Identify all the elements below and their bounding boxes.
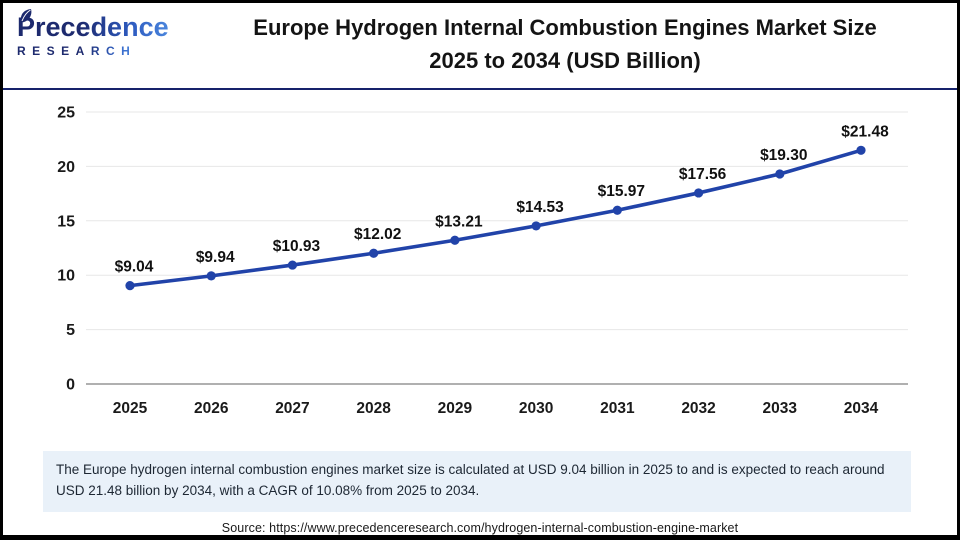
data-point-label: $19.30 — [760, 147, 807, 164]
logo-wordmark: Precedence — [17, 12, 169, 42]
data-point — [693, 188, 704, 198]
source-line: Source: https://www.precedenceresearch.c… — [221, 520, 739, 535]
y-tick-label: 25 — [57, 105, 75, 122]
y-tick-label: 20 — [57, 159, 75, 176]
data-point — [531, 221, 541, 231]
data-point-label: $13.21 — [435, 213, 483, 230]
data-point-label: $9.04 — [115, 259, 154, 276]
title-line-2: 2025 to 2034 (USD Billion) — [429, 48, 701, 73]
data-point-label: $9.94 — [196, 249, 235, 266]
data-point-label: $21.48 — [841, 123, 889, 140]
data-point-label: $15.97 — [598, 183, 645, 200]
x-tick-label: 2025 — [113, 400, 148, 417]
logo-subtitle: RESEARCH — [17, 44, 137, 58]
y-tick-label: 10 — [57, 268, 75, 285]
x-tick-label: 2026 — [194, 400, 229, 417]
data-point — [369, 248, 379, 258]
header: Precedence RESEARCH Europe Hydrogen Inte… — [3, 3, 957, 90]
series-line — [128, 148, 863, 288]
data-point — [856, 145, 866, 155]
page-title: Europe Hydrogen Internal Combustion Engi… — [188, 11, 942, 77]
summary-box: The Europe hydrogen internal combustion … — [43, 451, 911, 512]
x-tick-label: 2034 — [844, 400, 879, 417]
x-tick-label: 2030 — [519, 400, 553, 417]
data-point-label: $10.93 — [273, 238, 321, 255]
data-point-label: $17.56 — [679, 166, 727, 183]
y-tick-label: 0 — [66, 377, 75, 394]
data-point — [612, 205, 622, 215]
summary-text: The Europe hydrogen internal combustion … — [56, 462, 885, 498]
data-point — [287, 260, 298, 270]
precedence-logo: Precedence RESEARCH — [17, 9, 187, 60]
title-line-1: Europe Hydrogen Internal Combustion Engi… — [253, 15, 877, 40]
x-tick-label: 2028 — [356, 400, 391, 417]
x-tick-label: 2027 — [275, 400, 309, 417]
y-tick-label: 15 — [57, 213, 75, 230]
x-tick-label: 2032 — [681, 400, 715, 417]
line-chart: 0510152025$9.042025$9.942026$10.932027$1… — [57, 105, 908, 417]
x-tick-label: 2029 — [438, 400, 473, 417]
leaf-icon — [20, 9, 32, 23]
data-point — [450, 235, 460, 245]
x-tick-label: 2033 — [763, 400, 798, 417]
data-point — [125, 281, 135, 291]
data-point — [206, 271, 216, 281]
chart-area: 0 5 10 15 20 25 $9.04 2025 $9.94 2026 $10.93 2027 $1… — [3, 90, 957, 447]
data-point — [775, 169, 785, 179]
data-point-label: $14.53 — [516, 199, 564, 216]
data-point-label: $12.02 — [354, 226, 401, 243]
y-tick-label: 5 — [66, 322, 75, 339]
x-tick-label: 2031 — [600, 400, 635, 417]
